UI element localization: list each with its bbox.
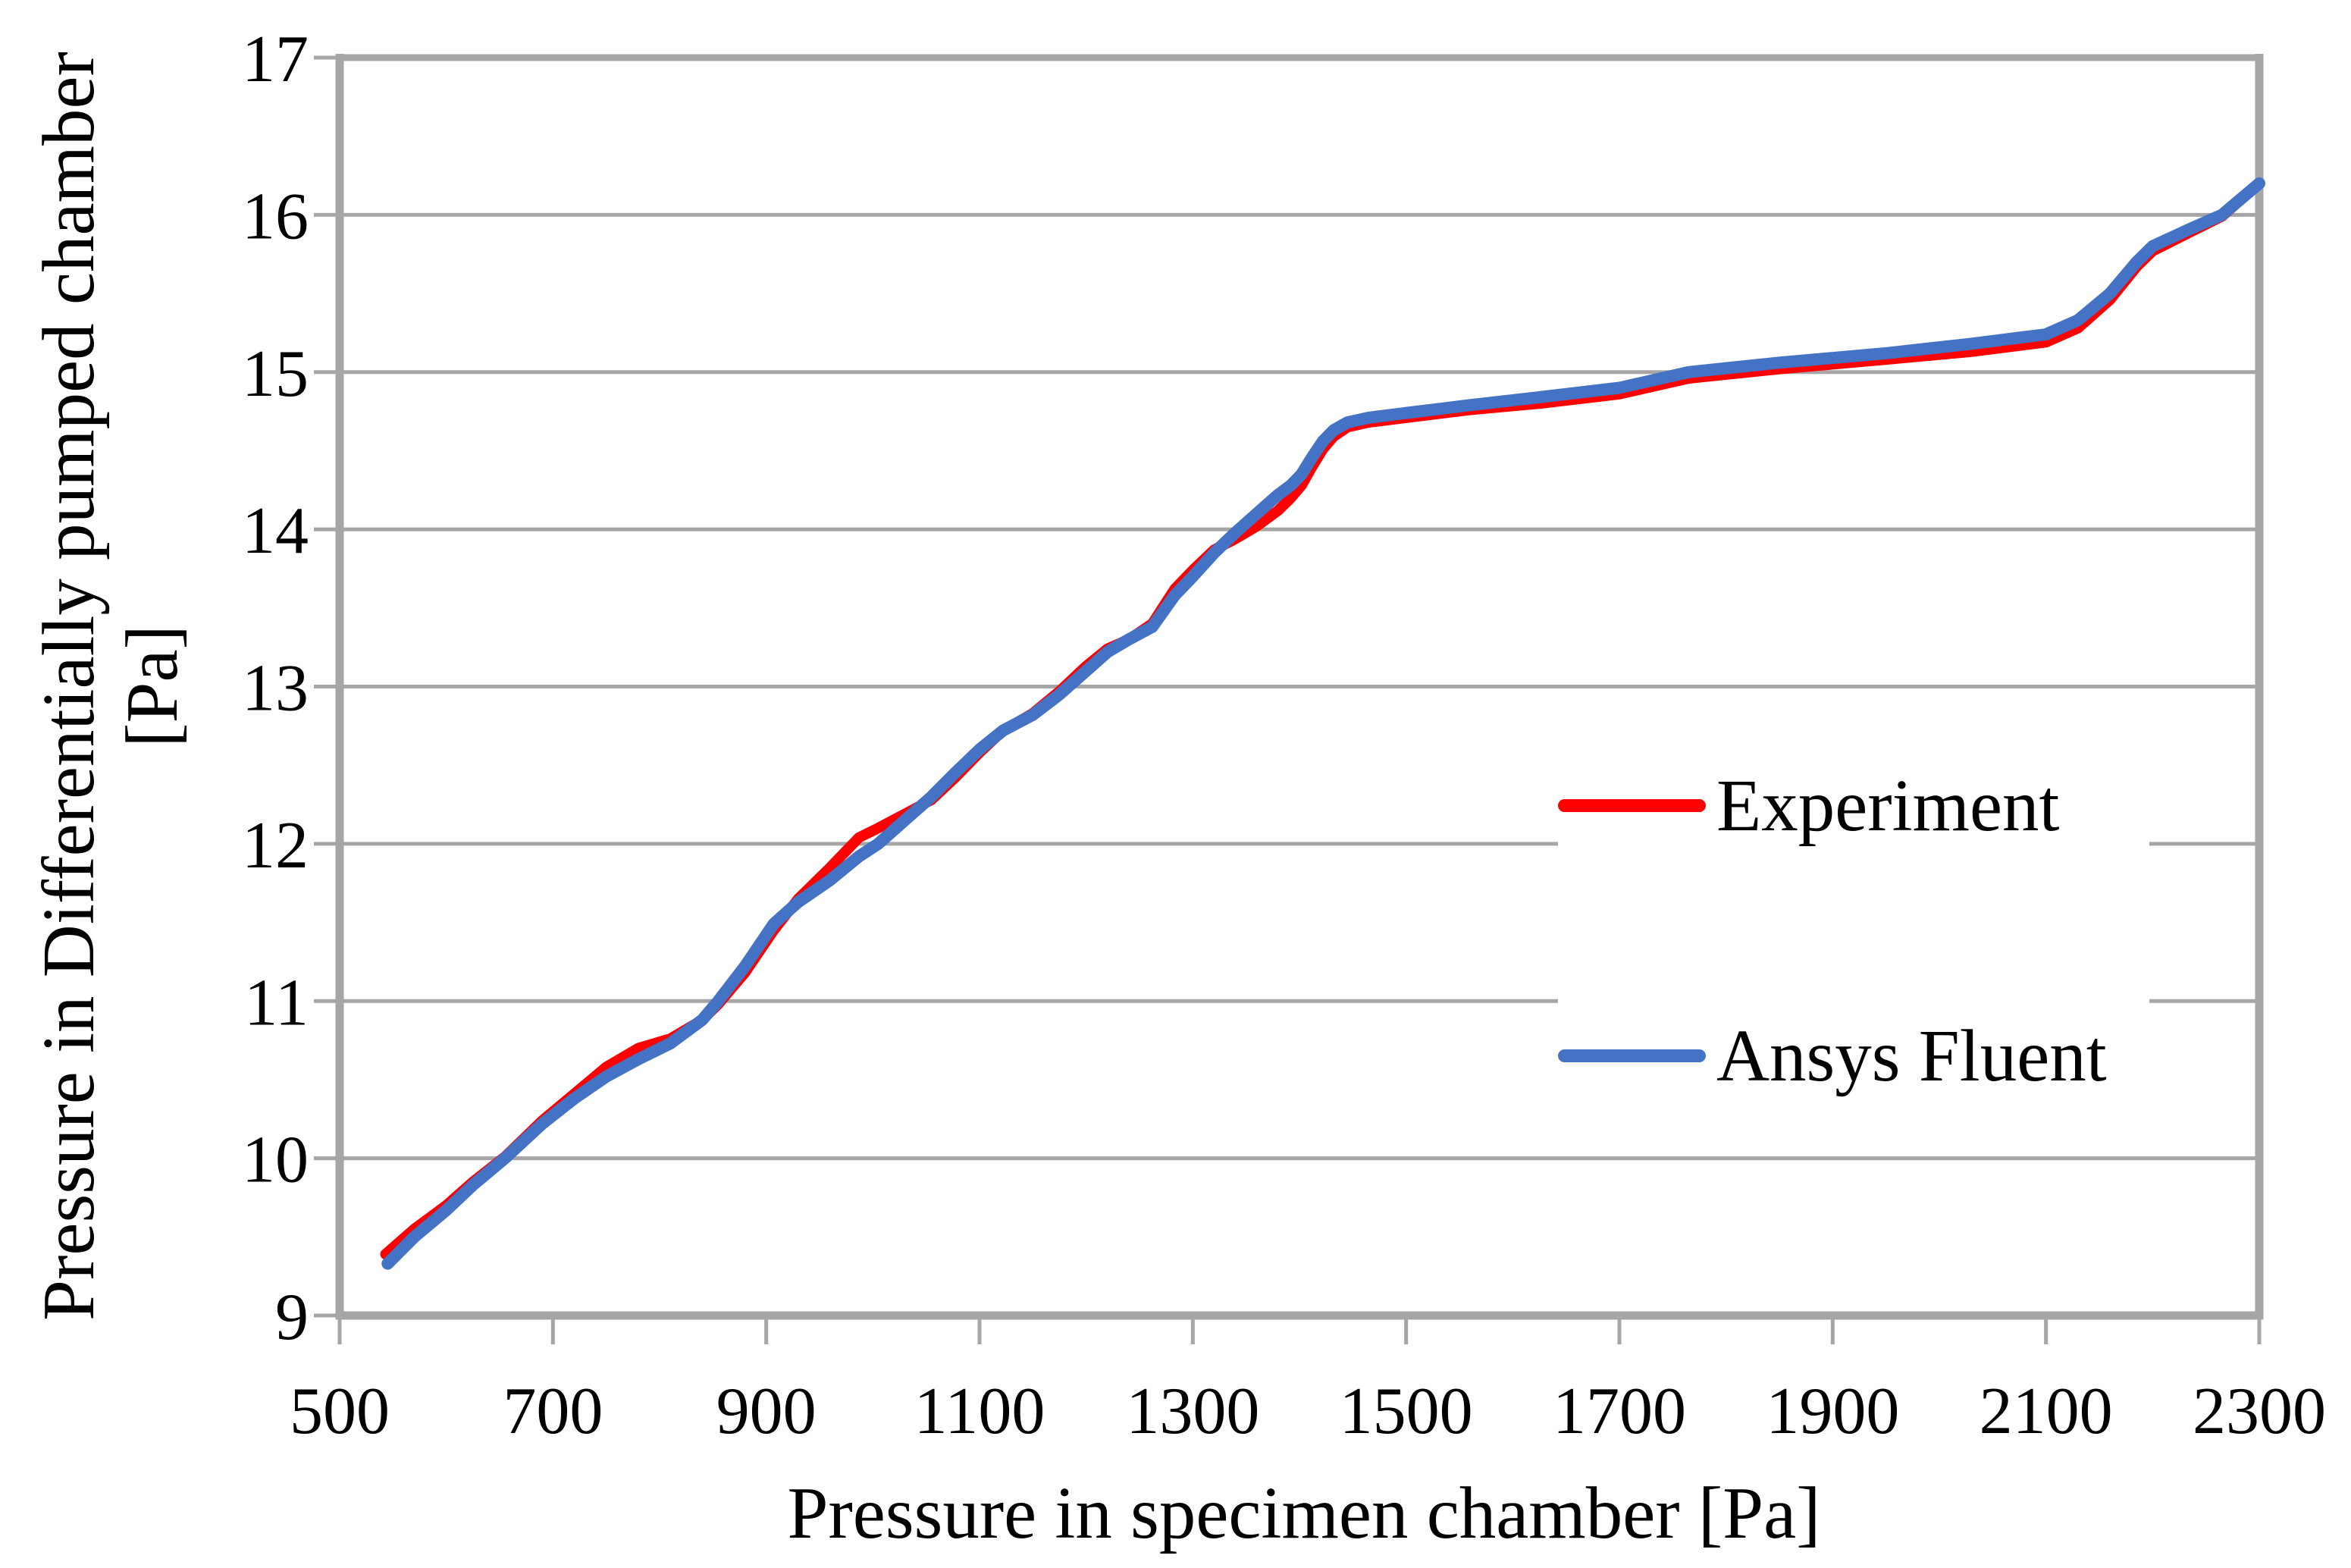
y-axis-title-line1: Pressure in Differentially pumped chambe… <box>28 52 109 1321</box>
tick-marks <box>314 55 2262 1344</box>
y-tick-label-9: 9 <box>275 1281 309 1354</box>
y-tick-label-15: 15 <box>242 337 309 411</box>
series-line-ansys-fluent <box>381 177 2265 1270</box>
x-tick-label-900: 900 <box>716 1375 817 1448</box>
x-tick-label-700: 700 <box>503 1375 603 1448</box>
x-tick-label-1500: 1500 <box>1340 1375 1473 1448</box>
x-axis-tick-labels: 500 700 900 1100 1300 1500 1700 1900 2100 2300 <box>290 1375 2326 1448</box>
x-tick-label-2100: 2100 <box>1980 1375 2113 1448</box>
axis-lines <box>335 54 2264 1320</box>
ansys-fluent-line-swatch-icon <box>1558 1049 1706 1062</box>
y-tick-label-16: 16 <box>242 180 309 253</box>
y-axis-title-line2: [Pa] <box>111 625 193 748</box>
x-tick-label-1300: 1300 <box>1126 1375 1259 1448</box>
x-tick-label-1100: 1100 <box>914 1375 1045 1448</box>
legend-item-experiment: Experiment <box>1558 747 2149 864</box>
y-tick-label-11: 11 <box>244 966 309 1040</box>
y-tick-label-13: 13 <box>242 652 309 726</box>
legend: Experiment Ansys Fluent <box>1558 747 2149 1134</box>
y-tick-label-10: 10 <box>242 1124 309 1197</box>
x-tick-label-500: 500 <box>290 1375 390 1448</box>
y-tick-label-12: 12 <box>242 809 309 883</box>
data-series <box>380 177 2265 1270</box>
y-tick-label-17: 17 <box>242 23 309 96</box>
y-tick-label-14: 14 <box>242 494 309 568</box>
x-tick-label-2300: 2300 <box>2193 1375 2326 1448</box>
y-axis-tick-labels: 9 10 11 12 13 14 15 16 17 <box>242 23 309 1354</box>
legend-label-experiment: Experiment <box>1716 765 2060 846</box>
legend-item-ansys-fluent: Ansys Fluent <box>1558 997 2149 1115</box>
x-tick-label-1900: 1900 <box>1766 1375 1899 1448</box>
x-tick-label-1700: 1700 <box>1553 1375 1686 1448</box>
experiment-line-swatch-icon <box>1558 799 1706 812</box>
x-axis-title: Pressure in specimen chamber [Pa] <box>788 1472 1821 1554</box>
legend-label-ansys-fluent: Ansys Fluent <box>1716 1015 2107 1096</box>
